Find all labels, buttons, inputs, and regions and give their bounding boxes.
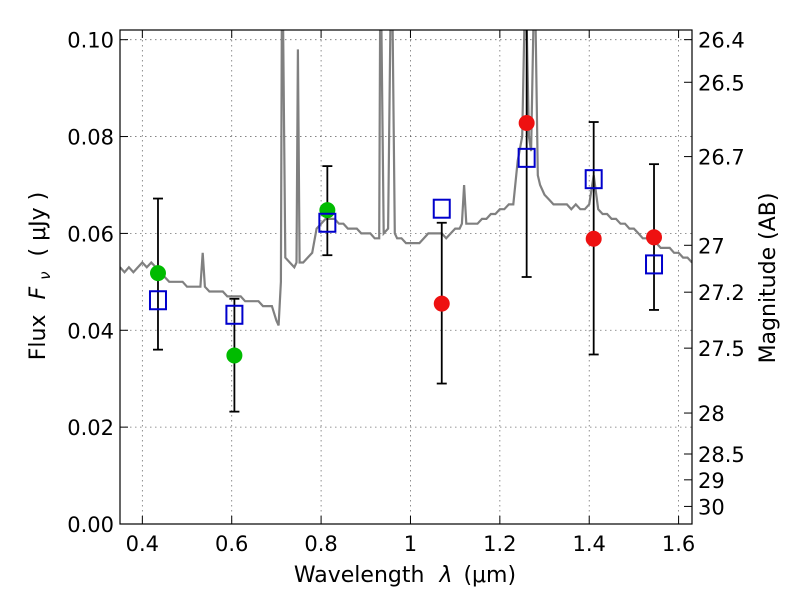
y2-tick-label: 26.5 xyxy=(698,71,745,95)
y-axis-title-subscript: ν xyxy=(36,271,54,279)
y-tick-label: 0.10 xyxy=(67,29,114,53)
x-tick-label: 1.2 xyxy=(483,532,516,556)
x-axis-title-symbol: λ xyxy=(438,563,452,588)
observed-green-point-2 xyxy=(319,202,336,219)
y-tick-label: 0.08 xyxy=(67,126,114,150)
y2-tick-label: 26.4 xyxy=(698,29,745,53)
x-ticks: 0.4 0.6 0.8 1 1.2 1.4 1.6 xyxy=(126,30,695,556)
model-bands-point-1 xyxy=(225,304,244,325)
y2-tick-label: 28 xyxy=(698,402,725,426)
observed-red-point-2 xyxy=(585,230,602,247)
y2-tick-label: 27.5 xyxy=(698,337,745,361)
y-tick-label: 0.06 xyxy=(67,222,114,246)
x-tick-label: 0.4 xyxy=(126,532,159,556)
model-bands-point-0 xyxy=(148,290,167,311)
y2-tick-label: 26.7 xyxy=(698,146,745,170)
x-tick-label: 1 xyxy=(404,532,417,556)
observed-green-point-0 xyxy=(149,265,166,282)
observed-red-point-3 xyxy=(646,229,663,246)
y2-tick-label: 30 xyxy=(698,495,725,519)
observed-green-point-1 xyxy=(226,347,243,364)
x-tick-label: 0.8 xyxy=(304,532,337,556)
y-axis-title-symbol: F xyxy=(26,286,51,299)
plot-frame xyxy=(119,29,693,525)
x-tick-label: 1.6 xyxy=(662,532,695,556)
model-bands-point-6 xyxy=(645,254,664,275)
observed-red-point-0 xyxy=(433,295,450,312)
x-tick-label: 1.4 xyxy=(573,532,606,556)
model-bands-point-3 xyxy=(432,198,451,219)
y-tick-label: 0.02 xyxy=(67,416,114,440)
x-tick-label: 0.6 xyxy=(215,532,248,556)
y-tick-label: 0.04 xyxy=(67,319,114,343)
x-axis-title-unit: (μm) xyxy=(463,563,516,588)
spectrum-line xyxy=(120,30,692,326)
y-axis-title-prefix: Flux xyxy=(26,314,51,360)
y2-tick-label: 28.5 xyxy=(698,443,745,467)
y2-axis-title: Magnitude (AB) xyxy=(756,193,781,364)
model-bands-point-4 xyxy=(517,147,536,168)
model-bands-point-2 xyxy=(318,212,337,233)
y2-tick-label: 29 xyxy=(698,469,725,493)
y-tick-label: 0.00 xyxy=(67,513,114,537)
observed-red-point-1 xyxy=(518,114,535,131)
y2-tick-label: 27.2 xyxy=(698,281,745,305)
markers xyxy=(148,114,664,364)
y2-tick-label: 27 xyxy=(698,234,725,258)
plot-clip-layer xyxy=(120,30,692,326)
model-bands-point-5 xyxy=(584,169,603,190)
x-axis-title-prefix: Wavelength xyxy=(294,563,425,588)
x-axis-title: Wavelength λ (μm) xyxy=(294,563,516,588)
y-ticks: 0.00 0.02 0.04 0.06 0.08 0.10 xyxy=(67,29,128,537)
y-axis-title: Flux F ν ( μJy ) xyxy=(26,192,56,360)
y-axis-title-unit: ( μJy ) xyxy=(26,192,51,257)
